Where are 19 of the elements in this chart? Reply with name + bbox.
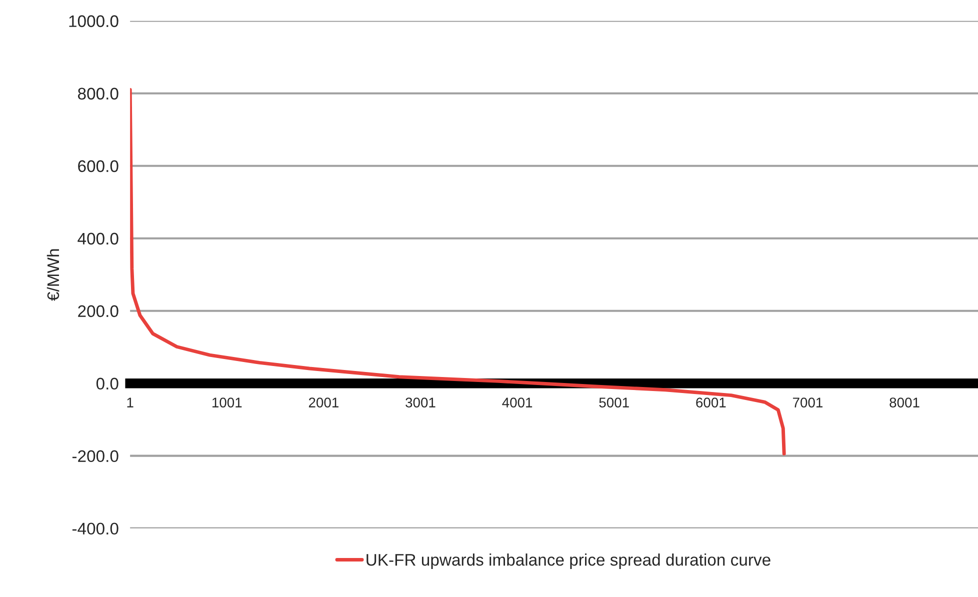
x-tick-label: 6001	[696, 398, 726, 408]
y-tick-label: 0.0	[96, 378, 118, 390]
x-tick-label: 2001	[308, 398, 338, 408]
y-tick-label: -200.0	[72, 450, 118, 462]
y-tick-label: 800.0	[78, 88, 118, 100]
x-tick-label: 7001	[792, 398, 822, 408]
x-tick-label: 4001	[502, 398, 532, 408]
x-tick-label: 8001	[890, 398, 920, 408]
y-tick-label: -400.0	[72, 522, 118, 535]
y-tick-label: 1000.0	[69, 15, 118, 28]
x-tick-label: 1	[127, 398, 134, 408]
y-tick-label: 400.0	[78, 232, 118, 245]
legend-label: UK-FR upwards imbalance price spread duration curve	[366, 553, 770, 570]
x-tick-label: 1001	[212, 398, 242, 408]
x-tick-label: 3001	[406, 398, 436, 408]
y-tick-label: 200.0	[78, 305, 118, 318]
y-axis-title: €/MWh	[46, 249, 60, 301]
x-tick-label: 5001	[599, 398, 629, 408]
y-tick-label: 600.0	[78, 160, 118, 172]
